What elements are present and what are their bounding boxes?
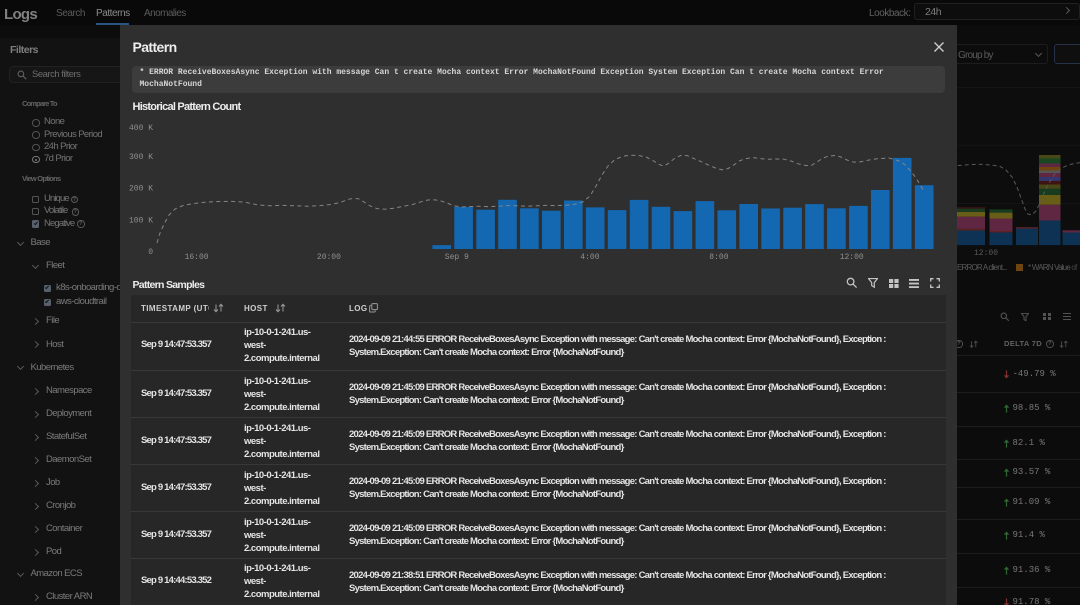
svg-text:200 K: 200 K bbox=[129, 184, 153, 193]
svg-text:Sep 9: Sep 9 bbox=[445, 253, 469, 262]
svg-text:20:00: 20:00 bbox=[317, 253, 341, 262]
svg-text:100 K: 100 K bbox=[129, 216, 153, 225]
svg-text:300 K: 300 K bbox=[129, 153, 153, 162]
svg-text:0: 0 bbox=[148, 248, 153, 257]
svg-text:8:00: 8:00 bbox=[709, 253, 728, 262]
svg-text:16:00: 16:00 bbox=[185, 253, 209, 262]
svg-text:12:00: 12:00 bbox=[840, 253, 864, 262]
svg-text:4:00: 4:00 bbox=[580, 253, 599, 262]
svg-text:400 K: 400 K bbox=[129, 124, 153, 133]
